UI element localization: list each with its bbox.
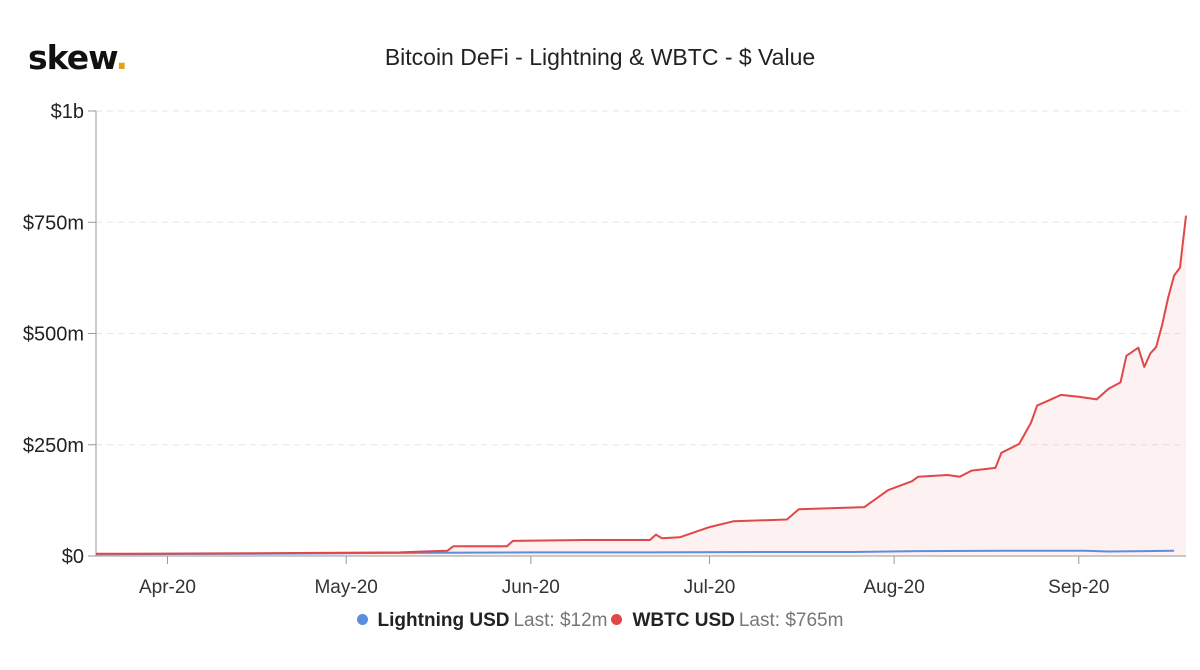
legend-marker: [611, 614, 623, 626]
x-tick-label: May-20: [314, 577, 377, 598]
logo-text: skew: [28, 38, 116, 77]
chart-title: Bitcoin DeFi - Lightning & WBTC - $ Valu…: [384, 44, 816, 70]
series-line-wbtc-usd: [95, 215, 1187, 555]
y-tick-label: $500m: [23, 324, 84, 346]
y-tick-label: $750m: [23, 212, 84, 234]
legend-item[interactable]: WBTC USD Last: $765m: [611, 610, 843, 632]
y-tick-label: $1b: [51, 101, 84, 123]
legend-item[interactable]: Lightning USD Last: $12m: [356, 610, 608, 632]
legend: Lightning USD Last: $12m WBTC USD Last: $76…: [0, 610, 1200, 632]
y-tick-label: $0: [62, 546, 84, 568]
logo-dot: .: [115, 38, 128, 77]
legend-last-value: Last: $765m: [738, 610, 844, 631]
series-area-wbtc-usd: [96, 215, 1186, 556]
x-tick-label: Jun-20: [502, 577, 560, 598]
x-tick-label: Sep-20: [1048, 577, 1109, 598]
legend-marker: [356, 614, 368, 626]
y-tick-label: $250m: [23, 435, 84, 457]
x-tick-label: Aug-20: [864, 577, 925, 598]
legend-last-value: Last: $12m: [513, 610, 608, 631]
skew-logo: skew.: [28, 38, 128, 77]
legend-series-name: Lightning USD: [377, 610, 510, 631]
legend-series-name: WBTC USD: [632, 610, 735, 631]
x-tick-label: Jul-20: [684, 577, 736, 598]
x-tick-label: Apr-20: [139, 577, 196, 598]
